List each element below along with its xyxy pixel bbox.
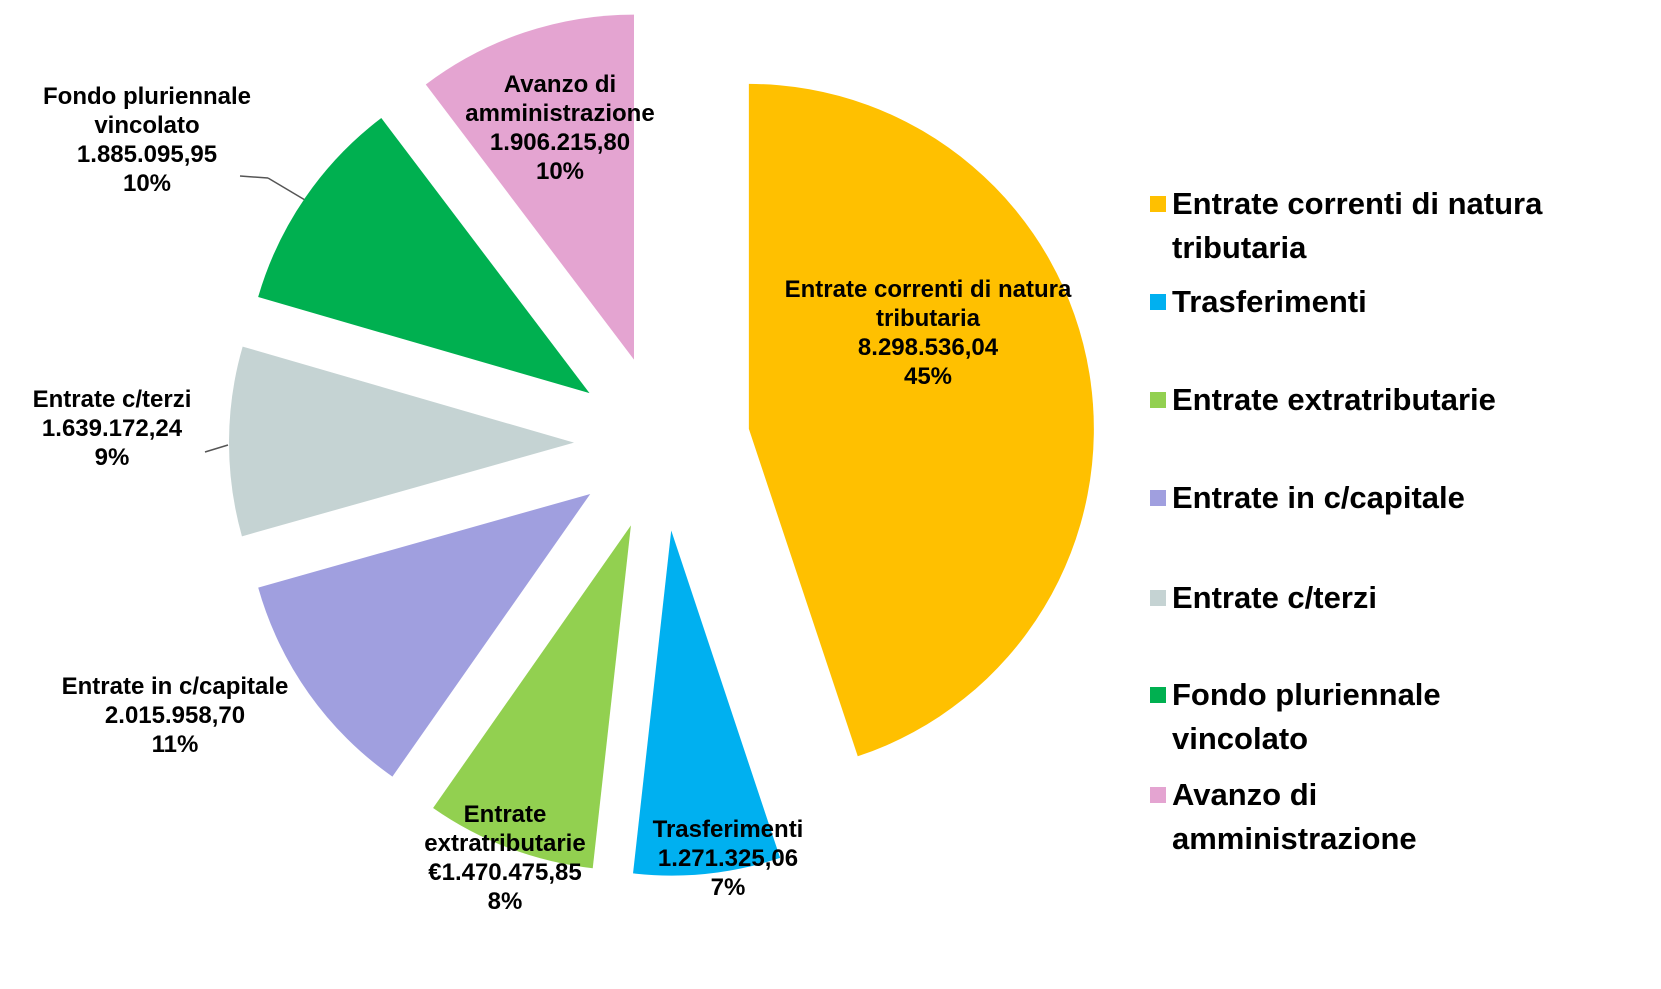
data-label: Entrate c/terzi 1.639.172,24 9% xyxy=(0,385,227,472)
legend-entry: Entrate correnti di natura tributaria xyxy=(1150,182,1570,270)
legend-entry: Entrate extratributarie xyxy=(1150,378,1570,422)
label-percent: 9% xyxy=(94,444,130,471)
label-value: 8.298.536,04 xyxy=(857,334,999,361)
label-category: Entrate correnti di natura tributaria xyxy=(784,276,1072,332)
label-percent: 7% xyxy=(710,874,746,901)
legend-swatch xyxy=(1150,294,1166,310)
label-value: 1.885.095,95 xyxy=(76,141,218,168)
legend-label: Entrate in c/capitale xyxy=(1172,480,1465,515)
legend-swatch xyxy=(1150,787,1166,803)
label-value: €1.470.475,85 xyxy=(428,859,582,886)
leader-line xyxy=(239,175,269,179)
label-category: Fondo pluriennale vincolato xyxy=(43,83,251,139)
label-value: 1.639.172,24 xyxy=(41,415,183,442)
legend-swatch xyxy=(1150,196,1166,212)
data-label: Avanzo di amministrazione 1.906.215,80 10% xyxy=(430,70,690,186)
legend-swatch xyxy=(1150,490,1166,506)
label-category: Trasferimenti xyxy=(652,816,804,843)
pie-slice xyxy=(258,118,590,394)
pie-slice xyxy=(748,83,1094,757)
pie-slice xyxy=(258,493,591,777)
label-percent: 10% xyxy=(122,170,172,197)
label-percent: 11% xyxy=(151,731,199,758)
label-value: 2.015.958,70 xyxy=(104,702,246,729)
pie-slice xyxy=(229,346,575,537)
legend-label: Fondo pluriennale vincolato xyxy=(1172,677,1441,756)
legend-swatch xyxy=(1150,392,1166,408)
data-label: Entrate correnti di natura tributaria 8.2… xyxy=(783,275,1073,391)
data-label: Entrate extratributarie €1.470.475,85 8% xyxy=(405,800,605,916)
label-category: Entrate in c/capitale xyxy=(61,673,289,700)
leader-line xyxy=(204,444,229,453)
label-percent: 45% xyxy=(903,363,953,390)
legend-swatch xyxy=(1150,590,1166,606)
legend-label: Avanzo di amministrazione xyxy=(1172,777,1417,856)
legend-swatch xyxy=(1150,687,1166,703)
legend-entry: Entrate in c/capitale xyxy=(1150,476,1570,520)
label-value: 1.271.325,06 xyxy=(657,845,799,872)
label-value: 1.906.215,80 xyxy=(489,129,631,156)
legend-label: Entrate c/terzi xyxy=(1172,580,1378,615)
legend-entry: Entrate c/terzi xyxy=(1150,576,1570,620)
leader-line xyxy=(267,177,306,201)
pie-slice xyxy=(425,14,634,360)
data-label: Trasferimenti 1.271.325,06 7% xyxy=(618,815,838,902)
legend-entry: Trasferimenti xyxy=(1150,280,1570,324)
label-category: Avanzo di amministrazione xyxy=(465,71,655,127)
data-label: Fondo pluriennale vincolato 1.885.095,95 1… xyxy=(7,82,287,198)
legend-label: Trasferimenti xyxy=(1172,284,1367,319)
legend-label: Entrate extratributarie xyxy=(1172,382,1496,417)
legend-entry: Avanzo di amministrazione xyxy=(1150,773,1570,861)
legend-entry: Fondo pluriennale vincolato xyxy=(1150,673,1570,761)
label-category: Entrate extratributarie xyxy=(424,801,586,857)
data-label: Entrate in c/capitale 2.015.958,70 11% xyxy=(10,672,340,759)
pie-slice xyxy=(433,525,631,869)
label-percent: 8% xyxy=(487,888,523,915)
label-percent: 10% xyxy=(535,158,585,185)
pie-slice xyxy=(633,530,781,876)
legend-label: Entrate correnti di natura tributaria xyxy=(1172,186,1543,265)
label-category: Entrate c/terzi xyxy=(32,386,192,413)
